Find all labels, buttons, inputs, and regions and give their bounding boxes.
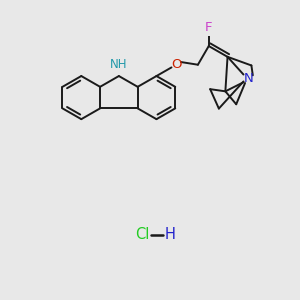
Text: F: F bbox=[205, 21, 212, 34]
Text: O: O bbox=[171, 58, 181, 71]
Text: N: N bbox=[243, 72, 253, 85]
Text: H: H bbox=[165, 227, 176, 242]
Text: Cl: Cl bbox=[135, 227, 149, 242]
Text: NH: NH bbox=[110, 58, 128, 71]
